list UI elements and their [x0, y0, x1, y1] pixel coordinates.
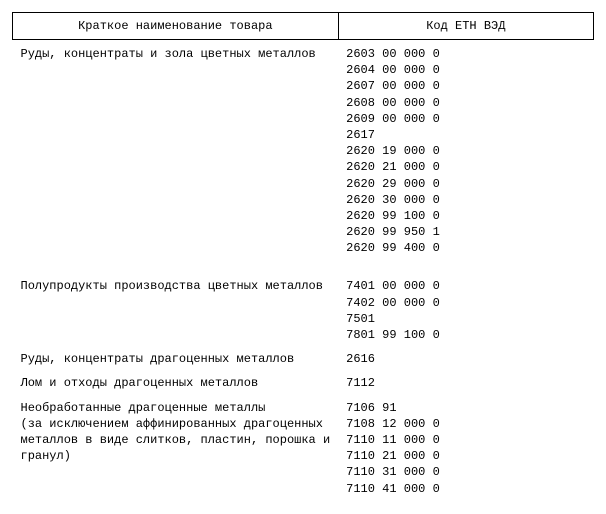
- cell-name: [13, 481, 339, 497]
- table-row: 2620 29 000 0: [13, 176, 594, 192]
- table-row: 7110 41 000 0: [13, 481, 594, 497]
- cell-name: Лом и отходы драгоценных металлов: [13, 367, 339, 391]
- table-row: 2607 00 000 0: [13, 78, 594, 94]
- cell-name: [13, 143, 339, 159]
- cell-code: 2620 19 000 0: [338, 143, 593, 159]
- cell-code: 2620 21 000 0: [338, 159, 593, 175]
- cell-code: 7401 00 000 0: [338, 256, 593, 294]
- cell-name: [13, 95, 339, 111]
- cell-code: 7501: [338, 311, 593, 327]
- cell-name: Необработанные драгоценные металлы: [13, 392, 339, 416]
- table-row: 7402 00 000 0: [13, 295, 594, 311]
- cell-code: 7112: [338, 367, 593, 391]
- table-row: 2604 00 000 0: [13, 62, 594, 78]
- cell-code: 2620 29 000 0: [338, 176, 593, 192]
- cell-code: 2608 00 000 0: [338, 95, 593, 111]
- table-row: 2620 21 000 0: [13, 159, 594, 175]
- cell-code: 7110 31 000 0: [338, 464, 593, 480]
- cell-name: [13, 311, 339, 327]
- cell-name: [13, 78, 339, 94]
- cell-code: 7110 21 000 0: [338, 448, 593, 464]
- table-row: 2620 99 950 1: [13, 224, 594, 240]
- cell-code: 2609 00 000 0: [338, 111, 593, 127]
- goods-table: Краткое наименование товара Код ЕТН ВЭД …: [12, 12, 594, 497]
- table-row: 2620 19 000 0: [13, 143, 594, 159]
- cell-code: 2620 30 000 0: [338, 192, 593, 208]
- col-header-name: Краткое наименование товара: [13, 13, 339, 40]
- cell-code: 2620 99 400 0: [338, 240, 593, 256]
- cell-name: [13, 208, 339, 224]
- cell-name: [13, 62, 339, 78]
- table-row: металлов в виде слитков, пластин, порошк…: [13, 432, 594, 448]
- table-row: 7501: [13, 311, 594, 327]
- cell-code: 7402 00 000 0: [338, 295, 593, 311]
- table-row: Полупродукты производства цветных металл…: [13, 256, 594, 294]
- cell-name: [13, 295, 339, 311]
- cell-code: 7110 11 000 0: [338, 432, 593, 448]
- cell-name: [13, 240, 339, 256]
- cell-name: Руды, концентраты драгоценных металлов: [13, 343, 339, 367]
- table-row: 2617: [13, 127, 594, 143]
- cell-code: 2616: [338, 343, 593, 367]
- table-row: 2620 99 100 0: [13, 208, 594, 224]
- cell-name: Руды, концентраты и зола цветных металло…: [13, 40, 339, 63]
- cell-name: [13, 327, 339, 343]
- header-row: Краткое наименование товара Код ЕТН ВЭД: [13, 13, 594, 40]
- table-row: 2608 00 000 0: [13, 95, 594, 111]
- table-row: 7110 31 000 0: [13, 464, 594, 480]
- cell-code: 2617: [338, 127, 593, 143]
- cell-code: 7108 12 000 0: [338, 416, 593, 432]
- table-row: Руды, концентраты драгоценных металлов26…: [13, 343, 594, 367]
- cell-code: 2607 00 000 0: [338, 78, 593, 94]
- table-row: гранул)7110 21 000 0: [13, 448, 594, 464]
- table-body: Руды, концентраты и зола цветных металло…: [13, 40, 594, 497]
- table-row: Лом и отходы драгоценных металлов7112: [13, 367, 594, 391]
- cell-code: 2604 00 000 0: [338, 62, 593, 78]
- cell-name: [13, 127, 339, 143]
- cell-name: [13, 159, 339, 175]
- cell-name: [13, 176, 339, 192]
- cell-name: [13, 192, 339, 208]
- cell-code: 2620 99 100 0: [338, 208, 593, 224]
- table-row: 7801 99 100 0: [13, 327, 594, 343]
- cell-name: [13, 464, 339, 480]
- cell-name: гранул): [13, 448, 339, 464]
- cell-code: 2603 00 000 0: [338, 40, 593, 63]
- table-row: 2609 00 000 0: [13, 111, 594, 127]
- cell-code: 7110 41 000 0: [338, 481, 593, 497]
- table-row: 2620 30 000 0: [13, 192, 594, 208]
- col-header-code: Код ЕТН ВЭД: [338, 13, 593, 40]
- cell-name: металлов в виде слитков, пластин, порошк…: [13, 432, 339, 448]
- table-row: (за исключением аффинированных драгоценн…: [13, 416, 594, 432]
- cell-code: 2620 99 950 1: [338, 224, 593, 240]
- cell-name: Полупродукты производства цветных металл…: [13, 256, 339, 294]
- table-row: Руды, концентраты и зола цветных металло…: [13, 40, 594, 63]
- table-row: Необработанные драгоценные металлы7106 9…: [13, 392, 594, 416]
- table-row: 2620 99 400 0: [13, 240, 594, 256]
- cell-code: 7106 91: [338, 392, 593, 416]
- cell-name: (за исключением аффинированных драгоценн…: [13, 416, 339, 432]
- cell-name: [13, 224, 339, 240]
- cell-name: [13, 111, 339, 127]
- cell-code: 7801 99 100 0: [338, 327, 593, 343]
